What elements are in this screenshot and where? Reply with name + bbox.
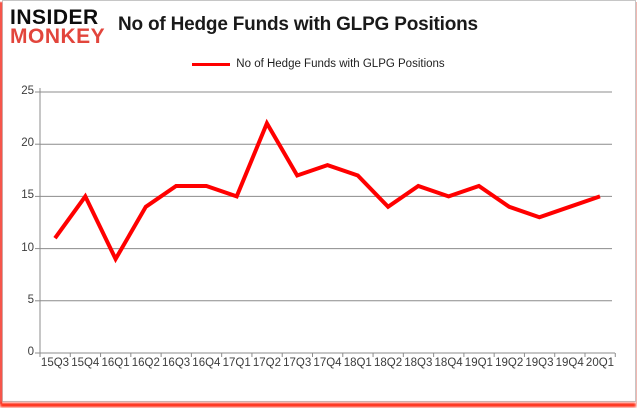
legend-line-swatch <box>192 62 231 66</box>
y-axis-label: 25 <box>21 85 34 97</box>
logo-text-monkey: MONKEY <box>10 25 106 49</box>
x-axis-label: 19Q1 <box>464 357 493 369</box>
chart-title: No of Hedge Funds with GLPG Positions <box>118 14 478 35</box>
y-axis-label: 10 <box>21 241 34 254</box>
legend-label: No of Hedge Funds with GLPG Positions <box>236 58 445 70</box>
plot-area <box>35 88 616 357</box>
y-axis-label: 5 <box>27 293 34 306</box>
x-axis-label: 16Q2 <box>131 357 160 369</box>
x-axis-label: 16Q4 <box>192 357 221 369</box>
x-axis-label: 19Q2 <box>495 357 524 369</box>
x-axis-label: 18Q1 <box>343 357 372 369</box>
x-axis-label: 20Q1 <box>585 357 615 369</box>
x-axis-label: 17Q3 <box>283 357 312 369</box>
x-axis-label: 17Q1 <box>222 357 251 369</box>
x-axis-label: 16Q1 <box>101 357 130 369</box>
logo-text-insider: INSIDER <box>10 6 99 29</box>
red-border-bottom <box>0 403 636 407</box>
y-axis-label: 0 <box>27 346 34 358</box>
chart-legend: No of Hedge Funds with GLPG Positions <box>0 58 637 70</box>
red-border-left <box>0 2 2 404</box>
x-axis-label: 18Q4 <box>434 357 463 369</box>
x-axis-label: 16Q3 <box>162 357 191 369</box>
x-axis-label: 17Q4 <box>313 357 342 369</box>
x-axis-label: 15Q4 <box>71 357 100 369</box>
x-axis-label: 18Q2 <box>373 357 403 369</box>
x-axis-label: 17Q2 <box>252 357 281 369</box>
series-line-hedge-funds <box>53 118 601 264</box>
x-axis-label: 15Q3 <box>40 357 70 369</box>
x-axis-label: 18Q3 <box>404 357 433 369</box>
x-axis-label: 19Q3 <box>525 357 554 369</box>
insider-monkey-logo: INSIDER MONKEY <box>10 6 106 49</box>
y-axis-label: 20 <box>21 137 34 150</box>
y-axis-label: 15 <box>21 189 34 202</box>
x-axis-label: 19Q4 <box>555 357 584 369</box>
